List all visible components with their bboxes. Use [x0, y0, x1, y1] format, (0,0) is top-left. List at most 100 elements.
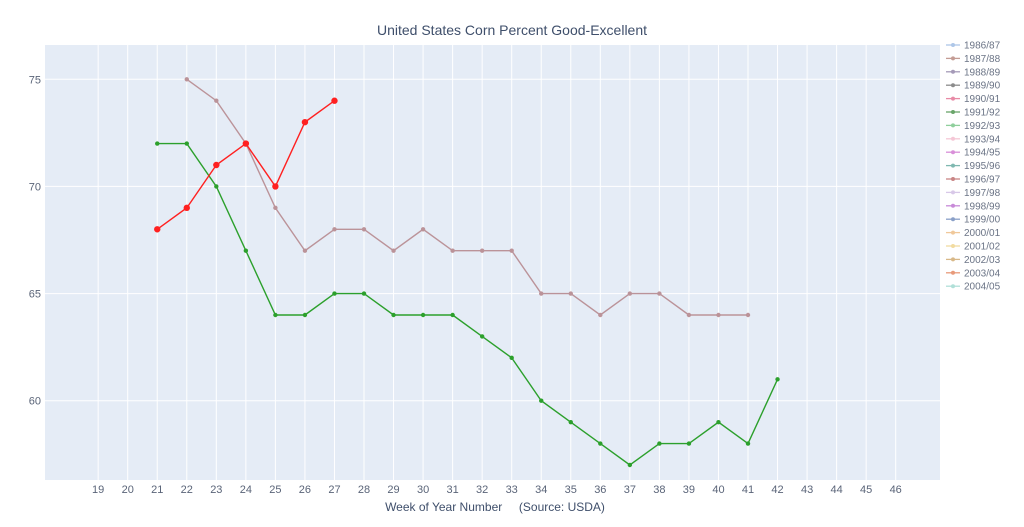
- legend-label: 1987/88: [964, 54, 1001, 65]
- series-line-1: [157, 142, 779, 466]
- data-point: [155, 141, 160, 146]
- data-point: [568, 291, 573, 296]
- data-point: [242, 140, 250, 147]
- x-tick-label: 22: [181, 484, 193, 496]
- data-point: [716, 419, 721, 425]
- x-tick-label: 29: [387, 484, 399, 496]
- x-tick-label: 30: [417, 484, 429, 496]
- legend-label: 2002/03: [964, 255, 1001, 266]
- legend-item[interactable]: 1995/96: [946, 161, 1001, 172]
- legend-item[interactable]: 1993/94: [946, 134, 1001, 145]
- data-point: [539, 291, 544, 296]
- data-point: [391, 312, 396, 318]
- data-point: [479, 248, 485, 253]
- x-tick-label: 39: [683, 484, 695, 496]
- legend-item[interactable]: 1991/92: [946, 108, 1001, 119]
- legend-label: 2004/05: [964, 282, 1001, 293]
- legend-item[interactable]: 1996/97: [946, 175, 1001, 186]
- x-tick-label: 27: [328, 484, 340, 496]
- legend-item[interactable]: 1990/91: [946, 94, 1001, 105]
- data-point: [332, 227, 337, 232]
- x-tick-label: 36: [594, 484, 606, 496]
- legend-label: 1988/89: [964, 67, 1001, 78]
- legend-item[interactable]: 1988/89: [946, 67, 1001, 78]
- legend-label: 1999/00: [964, 215, 1001, 226]
- legend-label: 2001/02: [964, 242, 1001, 253]
- legend-swatch-marker: [951, 177, 955, 181]
- data-point: [243, 248, 249, 253]
- legend-swatch-marker: [951, 110, 955, 114]
- x-tick-label: 21: [151, 484, 163, 496]
- legend-label: 1990/91: [964, 94, 1001, 105]
- legend-label: 2000/01: [964, 228, 1001, 239]
- data-point: [391, 248, 396, 253]
- data-point: [273, 205, 278, 211]
- legend-item[interactable]: 2004/05: [946, 282, 1001, 293]
- data-point: [184, 77, 189, 82]
- data-point: [361, 227, 367, 232]
- legend-item[interactable]: 2002/03: [946, 255, 1001, 266]
- legend-item[interactable]: 1986/87: [946, 41, 1001, 52]
- legend-item[interactable]: 1987/88: [946, 54, 1001, 65]
- plot-area: [45, 45, 940, 480]
- data-point: [332, 291, 337, 296]
- x-tick-label: 28: [358, 484, 370, 496]
- data-point: [213, 161, 220, 169]
- data-point: [509, 248, 514, 253]
- legend-swatch-marker: [951, 190, 955, 195]
- legend-item[interactable]: 1989/90: [946, 81, 1001, 92]
- x-axis-label: Week of Year Number (Source: USDA): [385, 500, 605, 514]
- x-tick-label: 44: [830, 484, 842, 496]
- legend-item[interactable]: 2003/04: [946, 268, 1001, 279]
- legend-swatch-marker: [951, 43, 955, 47]
- data-point: [775, 377, 780, 382]
- legend-swatch-marker: [951, 230, 955, 235]
- series-line-0: [186, 78, 748, 316]
- legend-swatch-marker: [951, 203, 955, 208]
- legend-item[interactable]: 2001/02: [946, 242, 1001, 253]
- legend-item[interactable]: 1994/95: [946, 148, 1001, 159]
- data-point: [361, 291, 367, 296]
- data-point: [331, 97, 338, 104]
- x-tick-label: 43: [801, 484, 813, 496]
- legend-swatch-marker: [951, 83, 955, 88]
- data-point: [745, 441, 751, 446]
- data-point: [686, 441, 692, 446]
- legend-label: 1986/87: [964, 41, 1001, 52]
- legend[interactable]: 1986/87 1987/88 1988/89 1989/90 1990/91 1991/…: [946, 41, 1001, 293]
- legend-label: 1996/97: [964, 175, 1001, 186]
- legend-swatch-marker: [951, 123, 955, 128]
- data-point: [184, 141, 189, 146]
- data-point: [214, 184, 219, 189]
- legend-item[interactable]: 1992/93: [946, 121, 1001, 132]
- data-point: [301, 118, 309, 126]
- data-point: [745, 312, 751, 318]
- series-layer: [154, 77, 780, 468]
- x-tick-label: 31: [446, 484, 458, 496]
- x-tick-label: 45: [860, 484, 872, 496]
- legend-item[interactable]: 1997/98: [946, 188, 1001, 199]
- x-tick-label: 40: [712, 484, 724, 496]
- y-tick-label: 65: [29, 289, 41, 301]
- legend-item[interactable]: 1998/99: [946, 201, 1001, 212]
- legend-label: 1989/90: [964, 81, 1001, 92]
- legend-label: 2003/04: [964, 268, 1001, 279]
- series-1: [155, 141, 780, 468]
- series-2: [154, 97, 338, 233]
- data-point: [509, 355, 514, 361]
- legend-item[interactable]: 1999/00: [946, 215, 1001, 226]
- x-tick-label: 41: [742, 484, 754, 496]
- data-point: [450, 248, 455, 253]
- legend-swatch-marker: [951, 56, 955, 61]
- data-point: [214, 98, 219, 103]
- legend-label: 1994/95: [964, 148, 1001, 159]
- chart-title: United States Corn Percent Good-Excellen…: [377, 22, 647, 38]
- x-tick-label: 33: [506, 484, 518, 496]
- data-point: [598, 441, 603, 446]
- x-tick-label: 20: [122, 484, 134, 496]
- legend-item[interactable]: 2000/01: [946, 228, 1001, 239]
- legend-label: 1997/98: [964, 188, 1001, 199]
- data-point: [420, 312, 426, 318]
- x-tick-label: 37: [624, 484, 636, 496]
